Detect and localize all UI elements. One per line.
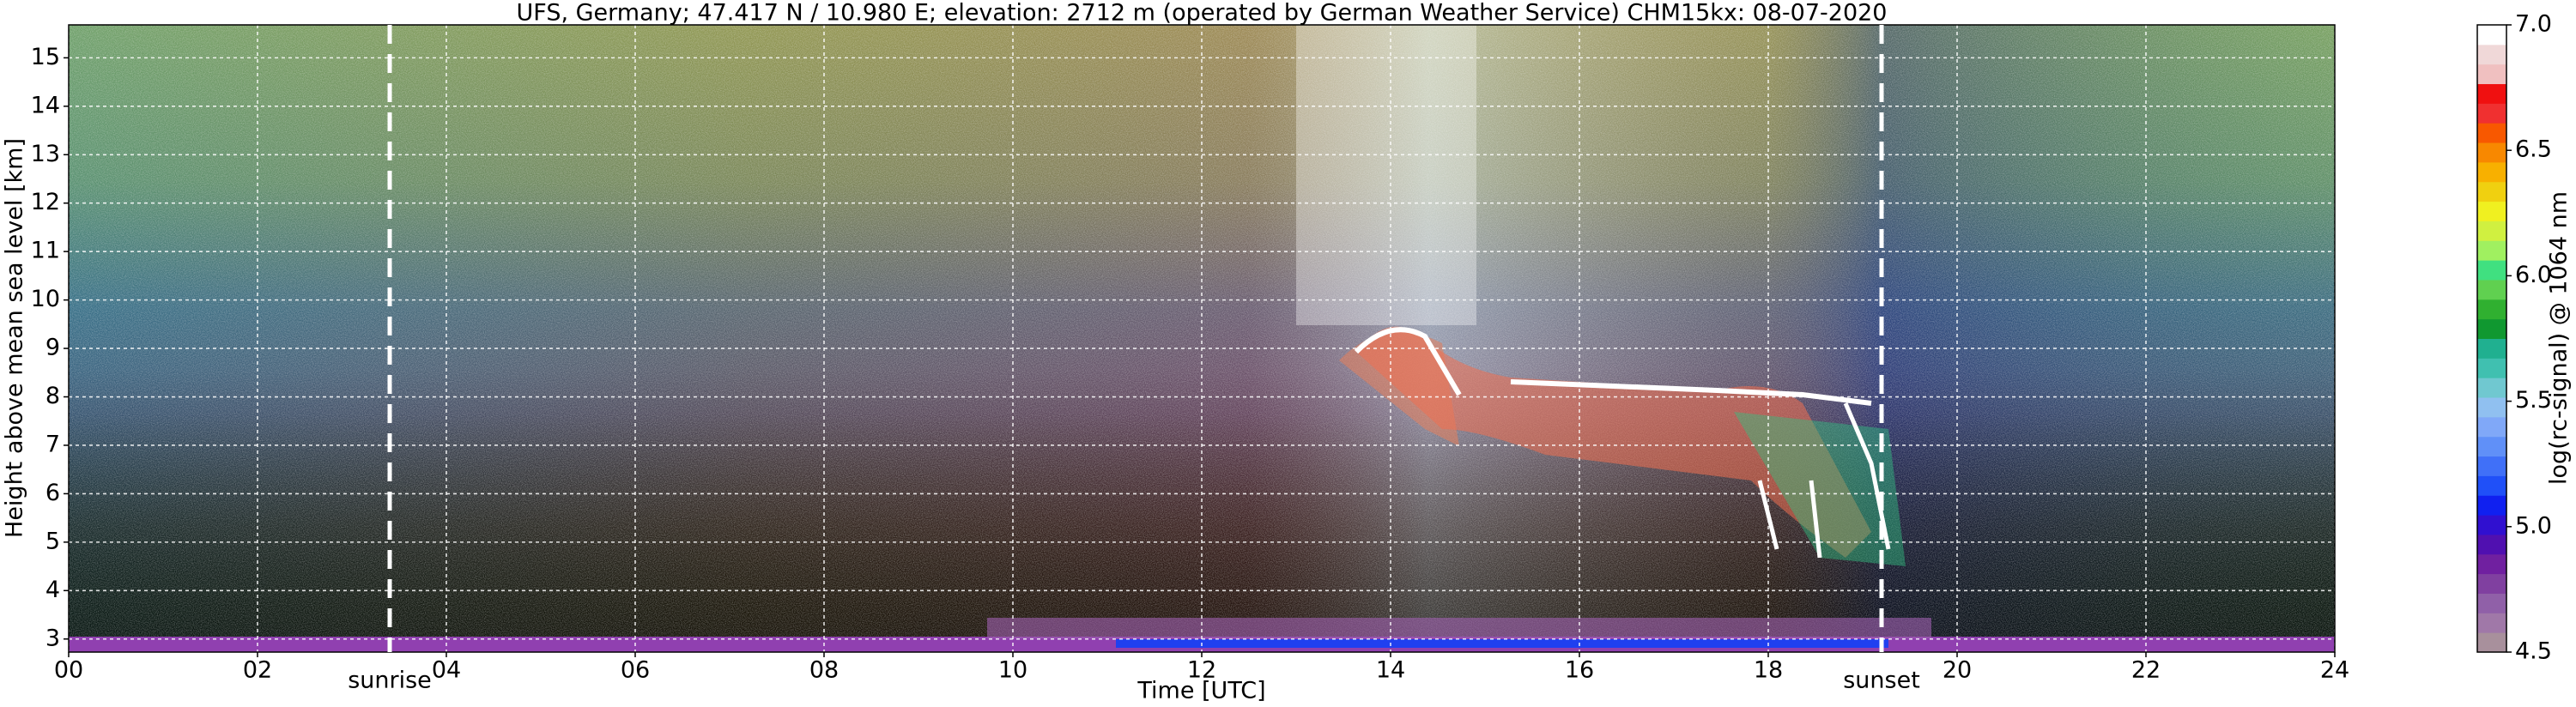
chart-title: UFS, Germany; 47.417 N / 10.980 E; eleva… [517, 0, 1888, 27]
colorbar-swatch [2477, 201, 2506, 221]
y-tick-label: 3 [45, 625, 60, 651]
colorbar-swatch [2477, 378, 2506, 398]
x-tick-label: 08 [809, 657, 839, 684]
colorbar-swatch [2477, 260, 2506, 281]
y-tick-label: 13 [31, 141, 60, 167]
colorbar-swatch [2477, 475, 2506, 496]
colorbar-swatch [2477, 495, 2506, 516]
backscatter-image [69, 25, 2335, 652]
colorbar-swatch [2477, 103, 2506, 124]
annotation-label: sunrise [348, 668, 432, 694]
y-tick-label: 14 [31, 92, 60, 118]
y-tick-label: 8 [45, 383, 60, 409]
colorbar-swatch [2477, 397, 2506, 418]
x-tick-label: 10 [998, 657, 1027, 684]
colorbar-swatch [2477, 279, 2506, 300]
colorbar-swatch [2477, 358, 2506, 378]
colorbar-swatch [2477, 123, 2506, 143]
y-tick-label: 5 [45, 528, 60, 554]
colorbar-swatch [2477, 299, 2506, 320]
x-tick-label: 02 [243, 657, 272, 684]
colorbar-swatch [2477, 25, 2506, 45]
colorbar-swatch [2477, 416, 2506, 438]
annotation-label: sunset [1843, 668, 1920, 694]
x-tick-label: 16 [1565, 657, 1594, 684]
x-tick-label: 18 [1754, 657, 1783, 684]
colorbar-tick-label: 5.0 [2515, 512, 2552, 539]
colorbar-frame [2476, 24, 2507, 653]
colorbar-swatch [2477, 221, 2506, 241]
colorbar-swatch [2477, 142, 2506, 163]
colorbar-swatch [2477, 338, 2506, 359]
colorbar-swatch [2477, 318, 2506, 339]
colorbar-swatch [2477, 44, 2506, 65]
x-tick-label: 04 [432, 657, 461, 684]
colorbar-swatch [2477, 456, 2506, 476]
colorbar-swatch [2477, 553, 2506, 575]
y-axis-label: Height above mean sea level [km] [2, 138, 28, 538]
x-tick-label: 22 [2131, 657, 2161, 684]
colorbar-swatch [2477, 240, 2506, 261]
cloud-top [1354, 327, 1872, 406]
x-tick-label: 24 [2320, 657, 2349, 684]
colorbar-tick-label: 5.5 [2515, 387, 2552, 414]
cloud-signal [1734, 412, 1906, 566]
x-tick-label: 12 [1187, 657, 1216, 684]
x-axis-label: Time [UTC] [1136, 678, 1265, 704]
boundary-layer [987, 618, 1931, 638]
colorbar-swatch [2477, 83, 2506, 104]
colorbar-swatch [2477, 632, 2506, 653]
colorbar-swatch [2477, 613, 2506, 633]
colorbar-tick-label: 6.0 [2515, 262, 2552, 288]
colorbar-swatch [2477, 161, 2506, 183]
colorbar-swatch [2477, 515, 2506, 535]
x-tick-label: 20 [1943, 657, 1972, 684]
y-tick-label: 12 [31, 189, 60, 215]
y-tick-label: 9 [45, 335, 60, 361]
y-tick-label: 6 [45, 480, 60, 506]
y-tick-label: 11 [31, 238, 60, 264]
x-tick-label: 14 [1376, 657, 1405, 684]
cloud-signal [1356, 326, 1871, 558]
y-tick-label: 15 [31, 44, 60, 70]
y-tick-label: 4 [45, 577, 60, 603]
plot-frame [68, 24, 2336, 653]
colorbar-swatch [2477, 63, 2506, 85]
y-tick-label: 10 [31, 286, 60, 312]
x-tick-label: 06 [621, 657, 650, 684]
colorbar-tick-label: 7.0 [2515, 11, 2552, 38]
colorbar-swatch [2477, 181, 2506, 202]
bright-column [1296, 25, 1476, 325]
colorbar-tick-label: 6.5 [2515, 136, 2552, 163]
x-tick-label: 00 [54, 657, 83, 684]
colorbar-swatch [2477, 534, 2506, 555]
colorbar-tick-label: 4.5 [2515, 638, 2552, 665]
colorbar-swatch [2477, 436, 2506, 457]
colorbar-swatch [2477, 593, 2506, 613]
colorbar-label: log(rc-signal) @ 1064 nm [2546, 191, 2573, 485]
colorbar-swatch [2477, 573, 2506, 594]
noise [69, 25, 2335, 652]
ground-strong [1116, 639, 1888, 648]
y-tick-label: 7 [45, 431, 60, 457]
